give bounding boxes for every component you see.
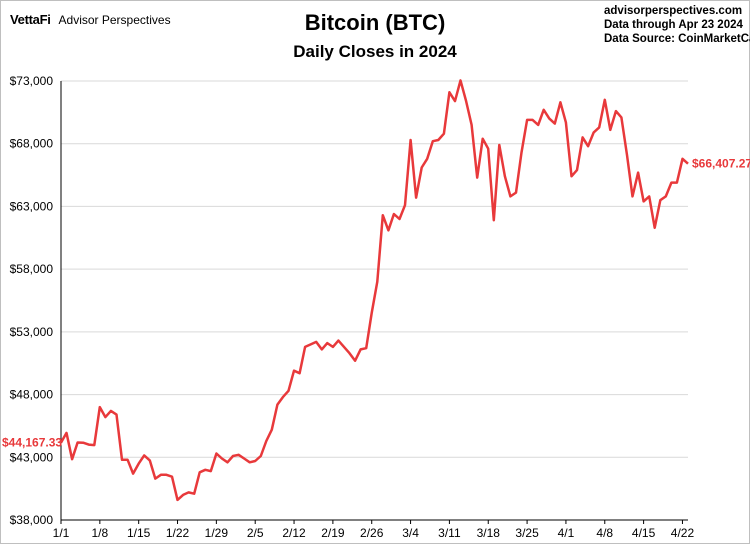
source-provider: Data Source: CoinMarketCap [604, 33, 750, 45]
x-tick-label: 4/22 [671, 526, 695, 540]
y-tick-label: $38,000 [10, 513, 54, 527]
brand-logo: VettaFi Advisor Perspectives [10, 12, 171, 27]
logo-brand: VettaFi [10, 12, 51, 27]
x-tick-label: 4/15 [632, 526, 656, 540]
x-tick-label: 3/11 [438, 526, 461, 540]
x-tick-label: 1/8 [91, 526, 108, 540]
x-tick-label: 4/1 [558, 526, 575, 540]
x-tick-label: 1/1 [53, 526, 70, 540]
x-tick-label: 2/5 [247, 526, 264, 540]
chart-subtitle: Daily Closes in 2024 [293, 42, 457, 61]
x-tick-label: 1/29 [205, 526, 229, 540]
y-tick-label: $63,000 [10, 199, 54, 213]
y-tick-label: $68,000 [10, 137, 54, 151]
x-axis: 1/1 1/8 1/15 1/22 1/29 2/5 2/12 2/19 2/26 3/4 3/11… [53, 519, 695, 540]
logo-text: Advisor Perspectives [58, 13, 171, 27]
y-axis: $38,000 $43,000 $48,000 $53,000 $58,000 $63,0… [10, 74, 62, 527]
x-tick-label: 1/22 [166, 526, 190, 540]
x-tick-label: 3/18 [477, 526, 501, 540]
x-tick-label: 2/19 [321, 526, 345, 540]
y-tick-label: $48,000 [10, 388, 54, 402]
gridlines [61, 80, 688, 458]
series-layer [59, 79, 689, 502]
endpoint-labels: $44,167.33 $66,407.27 [2, 157, 750, 450]
chart-title: Bitcoin (BTC) [304, 10, 446, 35]
source-date: Data through Apr 23 2024 [604, 19, 743, 31]
end-value-label: $66,407.27 [692, 157, 750, 171]
source-block: advisorperspectives.com Data through Apr… [604, 4, 750, 46]
y-tick-label: $43,000 [10, 450, 54, 464]
x-tick-label: 3/25 [515, 526, 539, 540]
y-tick-label: $53,000 [10, 325, 54, 339]
btc-price-line [59, 79, 689, 502]
x-tick-label: 4/8 [596, 526, 613, 540]
x-tick-label: 2/26 [360, 526, 384, 540]
y-tick-label: $58,000 [10, 262, 54, 276]
x-tick-label: 3/4 [402, 526, 419, 540]
y-tick-label: $73,000 [10, 74, 54, 88]
source-website: advisorperspectives.com [604, 5, 743, 17]
start-value-label: $44,167.33 [2, 436, 62, 450]
x-tick-label: 2/12 [282, 526, 306, 540]
x-tick-label: 1/15 [127, 526, 151, 540]
